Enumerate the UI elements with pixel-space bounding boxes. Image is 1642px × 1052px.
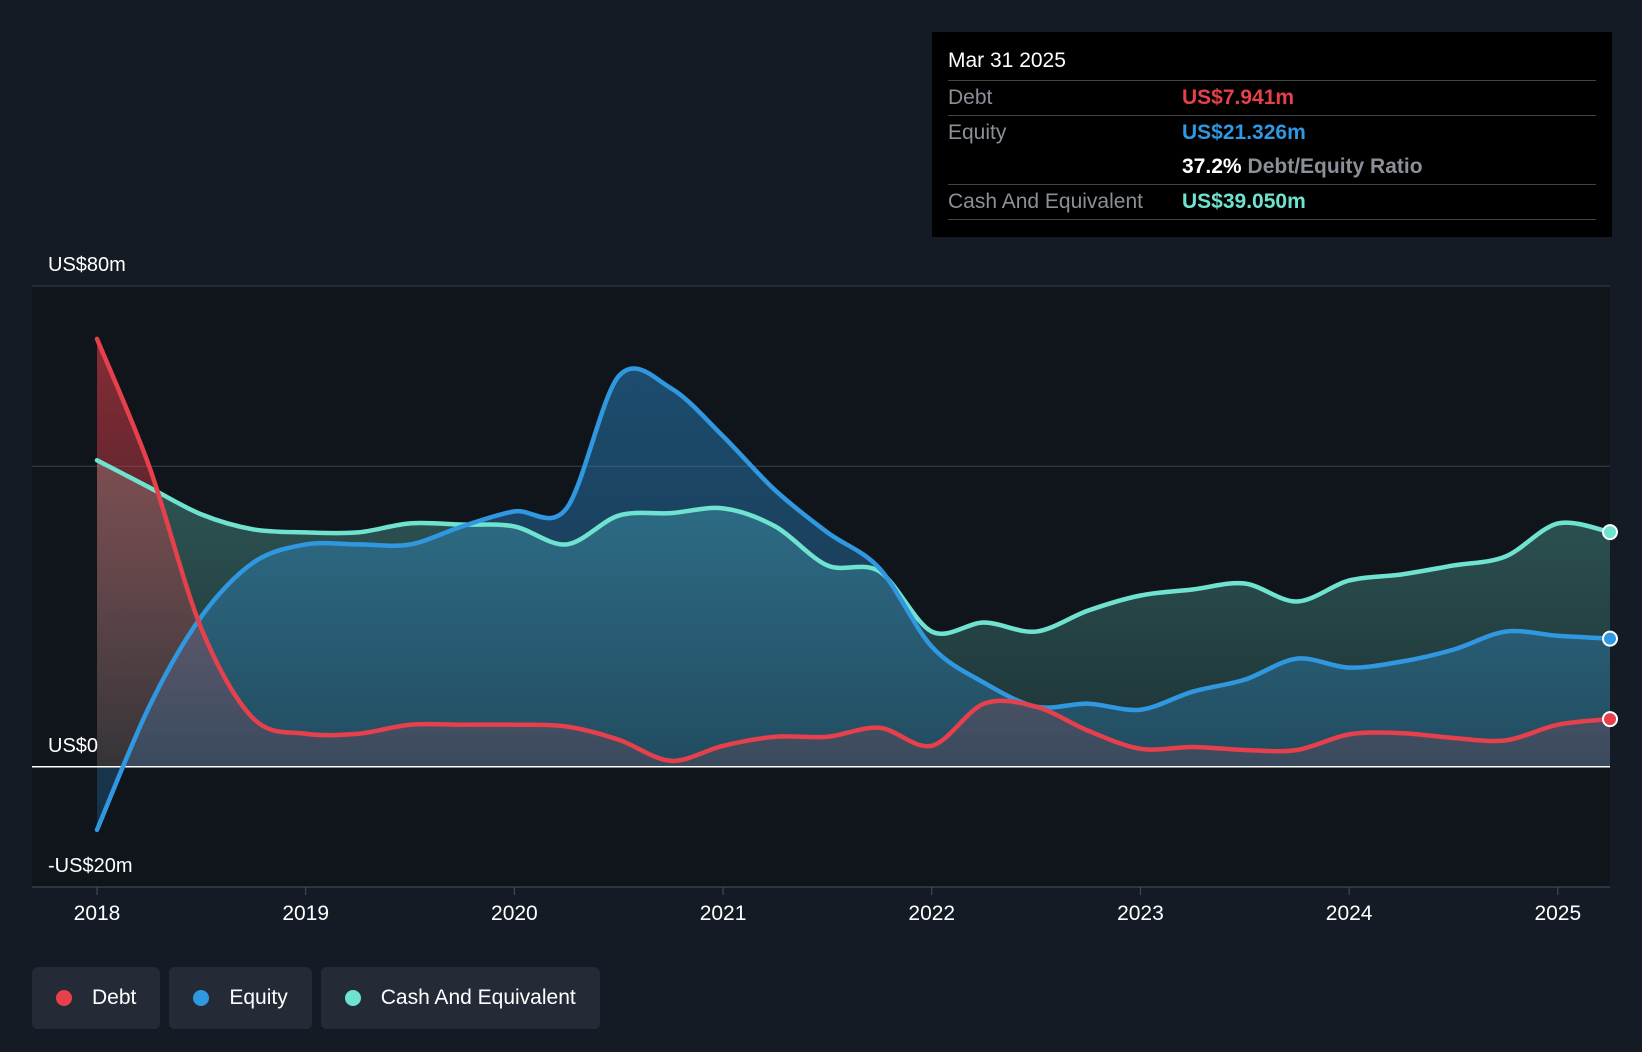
series-areas	[97, 338, 1610, 830]
end-markers	[1602, 524, 1618, 728]
cash-and-equivalent-line	[94, 458, 1613, 636]
tooltip-ratio-label: Debt/Equity Ratio	[1247, 155, 1423, 178]
legend-label-equity: Equity	[229, 986, 288, 1009]
x-tick-label: 2018	[74, 902, 121, 925]
tooltip-debt-row: Debt US$7.941m	[948, 81, 1596, 116]
y-tick-label: -US$20m	[48, 855, 132, 877]
x-tick-label: 2025	[1534, 902, 1581, 925]
debt-line	[94, 336, 1613, 764]
legend-label-debt: Debt	[92, 986, 137, 1009]
equity-area	[97, 368, 1610, 830]
x-tick-label: 2022	[908, 902, 955, 925]
x-tick-label: 2023	[1117, 902, 1164, 925]
legend-item-debt[interactable]: Debt	[32, 967, 161, 1029]
legend-item-cash[interactable]: Cash And Equivalent	[320, 967, 600, 1029]
x-tick-label: 2019	[282, 902, 329, 925]
y-tick-label: US$0	[48, 735, 98, 757]
x-axis-ticks: 2018 2019 2020 2021 2022 2023 2024 2025	[74, 887, 1581, 925]
y-axis-labels: US$80m US$0 -US$20m	[48, 254, 132, 877]
equity-line	[94, 366, 1613, 833]
hover-tooltip: Mar 31 2025 Debt US$7.941m Equity US$21.…	[932, 32, 1612, 237]
x-tick-label: 2024	[1326, 902, 1373, 925]
debt-area	[97, 338, 1610, 767]
tooltip-date: Mar 31 2025	[948, 44, 1596, 81]
tooltip-debt-value: US$7.941m	[1182, 86, 1295, 109]
tooltip-equity-value: US$21.326m	[1182, 121, 1306, 144]
tooltip-equity-row: Equity US$21.326m	[948, 116, 1596, 150]
tooltip-cash-label: Cash And Equivalent	[948, 190, 1143, 213]
gridlines	[32, 285, 1610, 888]
equity-end-marker	[1602, 630, 1618, 647]
legend-label-cash: Cash And Equivalent	[380, 986, 576, 1009]
y-tick-label: US$80m	[48, 254, 126, 276]
tooltip-equity-label: Equity	[948, 121, 1007, 144]
tooltip-ratio-row: 37.2% Debt/Equity Ratio	[948, 150, 1596, 185]
tooltip-cash-row: Cash And Equivalent US$39.050m	[948, 185, 1596, 220]
debt-end-marker	[1602, 711, 1618, 728]
legend-dot-cash-icon	[344, 990, 361, 1006]
cash-and-equivalent-end-marker	[1602, 524, 1618, 541]
x-tick-label: 2021	[700, 902, 747, 925]
tooltip-ratio-value: 37.2%	[1182, 155, 1242, 178]
series-lines	[94, 336, 1613, 833]
legend: Debt Equity Cash And Equivalent	[32, 967, 600, 1029]
legend-item-equity[interactable]: Equity	[169, 967, 312, 1029]
tooltip-debt-label: Debt	[948, 86, 993, 109]
legend-dot-debt-icon	[56, 990, 72, 1006]
legend-dot-equity-icon	[193, 990, 210, 1006]
tooltip-cash-value: US$39.050m	[1182, 190, 1306, 213]
x-tick-label: 2020	[491, 902, 538, 925]
